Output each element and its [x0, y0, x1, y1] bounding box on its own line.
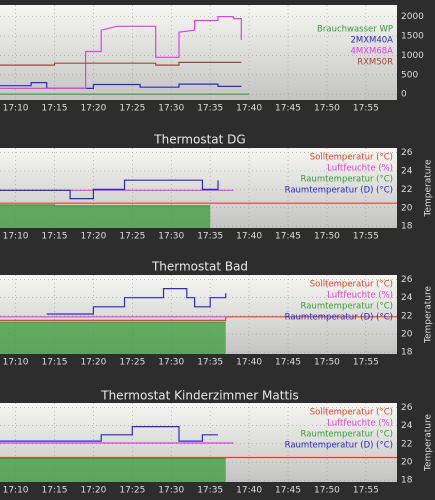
legend-entry: Brauchwasser WP — [317, 25, 393, 35]
x-tick-label: 17:15 — [42, 232, 68, 242]
y-tick-label: 20 — [401, 330, 413, 340]
x-tick-label: 17:35 — [197, 486, 223, 496]
y-tick-label: 22 — [401, 185, 412, 195]
series-group — [0, 179, 397, 228]
x-tick-label: 17:40 — [236, 486, 262, 496]
series-line — [0, 16, 242, 89]
x-tick-label: 17:45 — [275, 232, 301, 242]
y-tick-label: 20 — [401, 203, 413, 213]
x-tick-label: 17:15 — [42, 486, 68, 496]
plot-area — [0, 5, 397, 100]
x-tick-label: 17:10 — [3, 486, 29, 496]
legend-entry: Solltemperatur (°C) — [310, 280, 393, 290]
y-tick-label: 500 — [401, 70, 418, 80]
y-tick-label: 24 — [401, 421, 413, 431]
x-tick-label: 17:30 — [158, 358, 184, 368]
legend-entry: Luftfeuchte (%) — [327, 419, 393, 429]
x-tick-label: 17:20 — [80, 104, 106, 114]
x-tick-label: 17:30 — [158, 232, 184, 242]
x-tick-label: 17:40 — [236, 358, 262, 368]
series-line — [0, 426, 218, 442]
series-line — [0, 179, 219, 200]
y-tick-label: 24 — [401, 166, 413, 176]
x-tick-label: 17:15 — [42, 358, 68, 368]
legend-entry: Raumtemperatur (°C) — [301, 302, 394, 312]
series-line — [0, 316, 397, 321]
x-tick-label: 17:25 — [119, 358, 145, 368]
legend-entry: Solltemperatur (°C) — [310, 153, 393, 163]
y-tick-label: 0 — [401, 90, 407, 100]
y-tick-label: 1000 — [401, 51, 424, 61]
y-tick-label: 18 — [401, 476, 413, 486]
legend-entry: Raumtemperatur (°C) — [301, 175, 394, 185]
series-line — [0, 61, 242, 66]
x-tick-label: 17:50 — [314, 232, 340, 242]
x-tick-label: 17:55 — [353, 358, 379, 368]
y-tick-label: 26 — [401, 403, 413, 413]
area — [0, 458, 226, 482]
series-line — [0, 82, 242, 89]
x-tick-label: 17:30 — [158, 104, 184, 114]
x-tick-label: 17:50 — [314, 104, 340, 114]
x-tick-label: 17:55 — [353, 486, 379, 496]
x-tick-label: 17:45 — [275, 104, 301, 114]
y-tick-label: 18 — [401, 222, 413, 232]
x-tick-label: 17:10 — [3, 232, 29, 242]
x-tick-label: 17:25 — [119, 104, 145, 114]
series-group — [0, 16, 250, 95]
x-tick-label: 17:10 — [3, 104, 29, 114]
legend-entry: Solltemperatur (°C) — [310, 408, 393, 418]
y-axis-label: Temperature — [424, 414, 434, 472]
x-tick-label: 17:50 — [314, 358, 340, 368]
x-tick-label: 17:35 — [197, 358, 223, 368]
series-group — [0, 288, 397, 354]
legend-entry: Raumtemperatur (D) (°C) — [285, 186, 393, 196]
x-tick-label: 17:45 — [275, 486, 301, 496]
y-tick-label: 18 — [401, 348, 413, 358]
x-tick-label: 17:25 — [119, 486, 145, 496]
y-axis-label: Temperature — [424, 159, 434, 217]
legend-entry: 4MXM68A — [350, 47, 393, 57]
y-tick-label: 20 — [401, 458, 413, 468]
y-axis-label: Temperature — [424, 286, 434, 344]
x-tick-label: 17:20 — [80, 486, 106, 496]
x-tick-label: 17:40 — [236, 232, 262, 242]
x-tick-label: 17:15 — [42, 104, 68, 114]
y-tick-label: 26 — [401, 275, 413, 285]
y-tick-label: 2000 — [401, 12, 424, 22]
legend-entry: Raumtemperatur (D) (°C) — [285, 441, 393, 451]
x-tick-label: 17:35 — [197, 104, 223, 114]
x-tick-label: 17:35 — [197, 232, 223, 242]
area — [0, 322, 226, 354]
series-line — [0, 204, 211, 207]
x-tick-label: 17:25 — [119, 232, 145, 242]
legend-entry: Luftfeuchte (%) — [327, 291, 393, 301]
chart-title: Thermostat DG — [153, 133, 245, 147]
y-tick-label: 26 — [401, 148, 413, 158]
y-tick-label: 1500 — [401, 32, 424, 42]
x-tick-label: 17:10 — [3, 358, 29, 368]
x-tick-label: 17:40 — [236, 104, 262, 114]
legend-entry: Luftfeuchte (%) — [327, 164, 393, 174]
y-tick-label: 22 — [401, 311, 412, 321]
x-tick-label: 17:55 — [353, 104, 379, 114]
series-group — [0, 426, 397, 482]
y-tick-label: 22 — [401, 439, 412, 449]
x-tick-label: 17:20 — [80, 232, 106, 242]
chart-title: Thermostat Kinderzimmer Mattis — [100, 389, 299, 403]
legend-entry: Raumtemperatur (D) (°C) — [285, 313, 393, 323]
chart-title: Thermostat Bad — [151, 260, 248, 274]
area — [0, 205, 211, 228]
x-tick-label: 17:30 — [158, 486, 184, 496]
x-tick-label: 17:55 — [353, 232, 379, 242]
x-tick-label: 17:20 — [80, 358, 106, 368]
legend-entry: RXM50R — [357, 58, 393, 68]
series-line — [46, 288, 227, 315]
y-tick-label: 24 — [401, 293, 413, 303]
legend-entry: 2MXM40A — [350, 36, 393, 46]
x-tick-label: 17:45 — [275, 358, 301, 368]
x-tick-label: 17:50 — [314, 486, 340, 496]
legend-entry: Raumtemperatur (°C) — [301, 430, 394, 440]
